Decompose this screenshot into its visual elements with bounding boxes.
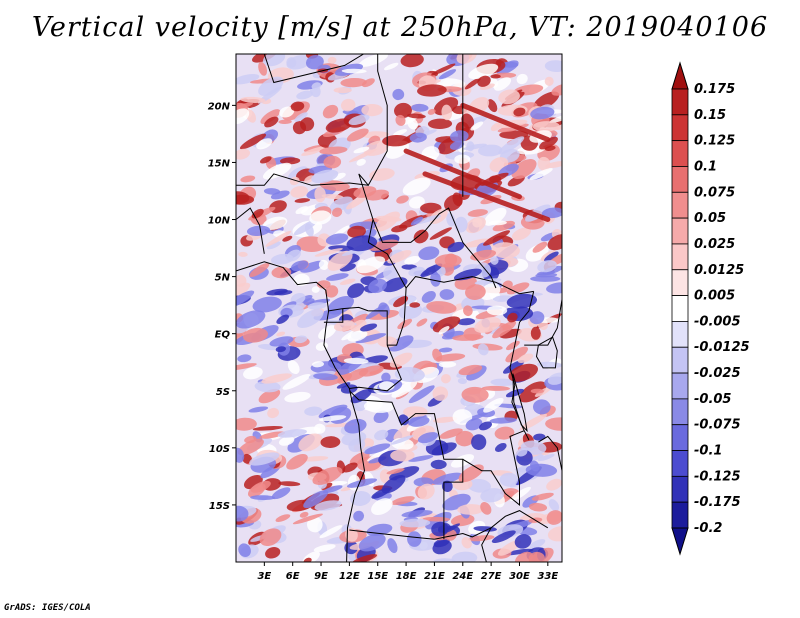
lat-tick-label: 10S [209, 444, 230, 455]
vertical-velocity-field [236, 54, 562, 562]
colorbar-label: 0.1 [694, 160, 717, 175]
colorbar-box [671, 321, 689, 348]
lon-tick-label: 9E [314, 571, 328, 582]
colorbar-box [671, 114, 689, 142]
colorbar-box [671, 346, 689, 374]
lon-tick-label: 15E [367, 571, 388, 582]
colorbar-box [671, 295, 689, 322]
colorbar-label: 0.125 [694, 134, 735, 149]
colorbar-arrow-top [671, 61, 689, 90]
lat-tick-label: 15N [208, 158, 231, 169]
lat-tick-label: 5N [215, 273, 231, 284]
lon-tick-label: 33E [537, 571, 558, 582]
lat-tick-label: 10N [208, 216, 231, 227]
colorbar-box [671, 475, 689, 503]
lat-tick-label: 15S [209, 501, 230, 512]
country-borders [236, 54, 562, 562]
lon-tick-label: 24E [452, 571, 473, 582]
lon-tick-label: 27E [481, 571, 502, 582]
colorbar: 0.175 0.15 0.125 0.1 0.075 0.05 0.025 0.0125 0.0… [671, 61, 750, 556]
lon-tick-label: 21E [424, 571, 445, 582]
colorbar-label: -0.0125 [694, 340, 750, 355]
map-frame [235, 53, 563, 563]
colorbar-box [671, 398, 689, 426]
lat-tick-label: EQ [215, 330, 231, 341]
colorbar-label: -0.2 [694, 521, 722, 536]
colorbar-label: -0.175 [694, 495, 741, 510]
colorbar-label: 0.025 [694, 237, 735, 252]
grads-credit: GrADS: IGES/COLA [4, 603, 91, 613]
colorbar-box [671, 191, 689, 219]
colorbar-box [671, 166, 689, 193]
colorbar-label: -0.1 [694, 444, 722, 459]
colorbar-label: 0.15 [694, 108, 726, 123]
colorbar-label: 0.0125 [694, 263, 744, 278]
colorbar-box [671, 269, 689, 296]
colorbar-label: -0.005 [694, 314, 741, 329]
colorbar-box [671, 140, 689, 167]
colorbar-label: -0.05 [694, 392, 731, 407]
colorbar-box [671, 217, 689, 245]
colorbar-box [671, 450, 689, 477]
chart-title: Vertical velocity [m/s] at 250hPa, VT: 2… [31, 12, 769, 43]
longitude-axis: 3E 6E 9E 12E 15E 18E 21E 24E 27E 30E 33E [257, 562, 558, 582]
lat-tick-label: 20N [208, 101, 231, 112]
colorbar-label: -0.075 [694, 418, 741, 433]
colorbar-box [671, 501, 689, 529]
lon-tick-label: 30E [509, 571, 530, 582]
lat-tick-label: 5S [216, 387, 230, 398]
lon-tick-label: 3E [257, 571, 271, 582]
latitude-axis: 20N 15N 10N 5N EQ 5S 10S 15S [208, 101, 236, 512]
colorbar-label: 0.05 [694, 211, 726, 226]
colorbar-box [671, 372, 689, 400]
colorbar-label: -0.125 [694, 469, 741, 484]
colorbar-label: -0.025 [694, 366, 741, 381]
lon-tick-label: 6E [286, 571, 300, 582]
colorbar-label: 0.005 [694, 289, 735, 304]
colorbar-label: 0.075 [694, 185, 735, 200]
colorbar-box [671, 243, 689, 271]
colorbar-arrow-bottom [671, 527, 689, 556]
colorbar-box [671, 88, 689, 116]
colorbar-box [671, 424, 689, 451]
colorbar-label: 0.175 [694, 82, 735, 97]
lon-tick-label: 12E [339, 571, 360, 582]
lon-tick-label: 18E [396, 571, 417, 582]
